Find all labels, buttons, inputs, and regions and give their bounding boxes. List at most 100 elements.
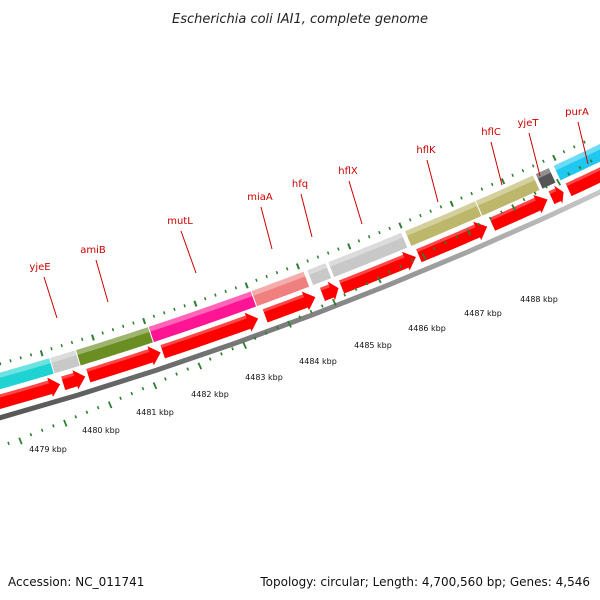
scale-tick [533,191,537,195]
outer-tick [152,314,156,318]
outer-tick [542,159,545,163]
scale-tick [343,293,347,297]
outer-tick [347,243,352,250]
outer-tick [91,334,95,341]
feature-track [0,144,600,390]
map-title: Escherichia coli IAI1, complete genome [172,12,428,27]
outer-tick [295,263,300,270]
feature-block-purA [553,144,600,181]
scale-tick [242,341,247,349]
outer-tick [70,340,74,345]
scale-tick [287,320,292,328]
scale-tick [455,234,459,239]
outer-tick [398,222,403,229]
cds-arrow-highlight [489,197,536,221]
svg-text:hflK: hflK [416,145,436,156]
scale-tick [388,270,391,274]
feature-block-yjeE [50,350,80,374]
svg-text:purA: purA [565,107,589,118]
scale-tick [141,387,145,391]
scale-tick [544,185,548,189]
outer-tick [531,164,535,168]
outer-tick [265,274,268,279]
outer-tick [500,178,506,185]
cds-arrow-highlight [416,224,476,253]
outer-tick [60,343,63,348]
outer-tick [378,230,381,235]
cds-arrow [160,312,259,359]
scale-tick [264,331,268,335]
gene-label-mutL: mutL [167,216,197,274]
scale-tick [63,419,68,427]
outer-tick [449,200,454,207]
outer-tick [408,218,412,222]
cds-arrow [86,346,161,383]
kbp-label: 4479 kbp [29,445,67,454]
gene-label-hflX: hflX [338,166,363,225]
svg-text:miaA: miaA [247,192,273,203]
scale-tick [85,410,89,414]
cds-arrow-highlight [548,188,557,195]
scale-tick [488,216,492,221]
cds-arrow-highlight [61,372,75,380]
outer-tick [244,282,249,289]
feature-block-hflK [405,201,482,246]
scale-tick [511,204,517,212]
scale-tick [130,391,134,396]
cds-arrow-highlight [86,349,150,372]
scale-tick [500,210,503,214]
outer-tick [439,205,443,209]
kbp-label: 4488 kbp [520,295,558,304]
scale-tick [578,165,582,170]
scale-tick [589,159,593,163]
svg-text:amiB: amiB [80,245,106,256]
kbp-label: 4487 kbp [464,309,502,318]
outer-tick [572,145,576,149]
kbp-label: 4480 kbp [82,426,120,435]
scale-tick [276,326,279,330]
cds-arrow-highlight [262,294,304,313]
outer-tick [357,239,361,243]
cds-arrow-highlight [565,167,600,187]
gene-label-amiB: amiB [80,245,109,303]
outer-tick [234,286,238,290]
outer-tick [583,140,586,144]
scale-tick [164,377,167,381]
svg-text:hflX: hflX [338,166,358,177]
outer-tick-row [0,140,586,366]
outer-tick [203,297,207,301]
genome-summary-text: Topology: circular; Length: 4,700,560 bp… [259,575,590,589]
outer-tick [306,259,309,263]
scale-tick [320,304,324,308]
gene-label-purA: purA [565,107,589,165]
outer-tick [81,337,84,342]
svg-text:yjeT: yjeT [518,118,540,129]
outer-tick [285,267,289,271]
scale-tick [231,347,234,351]
cds-arrow-highlight [339,254,405,284]
kbp-label: 4484 kbp [299,357,337,366]
scale-tick [74,415,78,419]
outer-tick [111,327,115,332]
feature-block-amiB [76,327,153,366]
scale-tick [354,287,358,291]
outer-tick [255,278,258,282]
outer-tick [214,293,217,297]
gene-label-miaA: miaA [247,192,273,250]
kbp-scale: 4479 kbp 4480 kbp 4481 kbp 4482 kbp 4483 kbp… [7,159,593,454]
scale-tick [444,240,447,245]
scale-tick [175,372,178,376]
kbp-label: 4486 kbp [408,324,446,333]
svg-text:mutL: mutL [167,216,193,227]
outer-tick [521,168,525,173]
scale-tick [556,178,562,186]
outer-tick [460,196,463,200]
scale-tick [220,352,223,356]
outer-tick [511,173,514,177]
cds-arrow-highlight [319,284,330,291]
outer-tick [193,300,198,307]
outer-tick [337,247,340,251]
gene-label-hfq: hfq [292,179,313,238]
cds-arrow [0,377,61,409]
